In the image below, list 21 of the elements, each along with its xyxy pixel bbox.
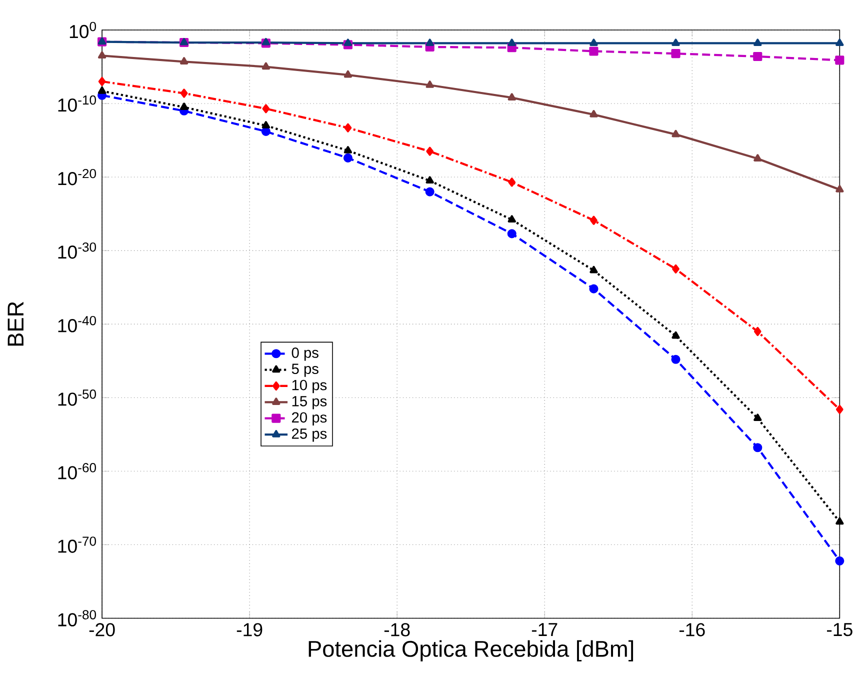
legend-label: 20 ps <box>292 412 327 426</box>
legend-label: 15 ps <box>292 396 327 410</box>
x-tick-label: -16 <box>679 623 705 636</box>
y-axis-title: BER <box>8 302 24 346</box>
legend-label: 0 ps <box>292 348 318 361</box>
y-tick-label: 10$^{0}$ <box>70 22 96 38</box>
y-tick-label: 10$^{-50}$ <box>58 390 96 406</box>
x-tick-label: -18 <box>384 623 410 636</box>
x-axis-title: Potencia Optica Recebida [dBm] <box>308 640 634 662</box>
x-tick-label: -19 <box>236 623 262 636</box>
y-tick-label: 10$^{-70}$ <box>58 536 96 553</box>
y-tick-label: 10$^{-30}$ <box>58 242 96 259</box>
legend-label: 10 ps <box>292 380 327 394</box>
y-tick-label: 10$^{-20}$ <box>58 168 96 186</box>
x-tick-label: -15 <box>827 623 852 636</box>
y-tick-label: 10$^{-10}$ <box>58 95 96 112</box>
y-tick-label: 10$^{-60}$ <box>58 463 96 480</box>
legend-label: 25 ps <box>292 428 327 442</box>
x-tick-label: -17 <box>532 623 558 636</box>
legend-label: 5 ps <box>292 364 318 377</box>
y-tick-label: 10$^{-40}$ <box>58 316 96 332</box>
